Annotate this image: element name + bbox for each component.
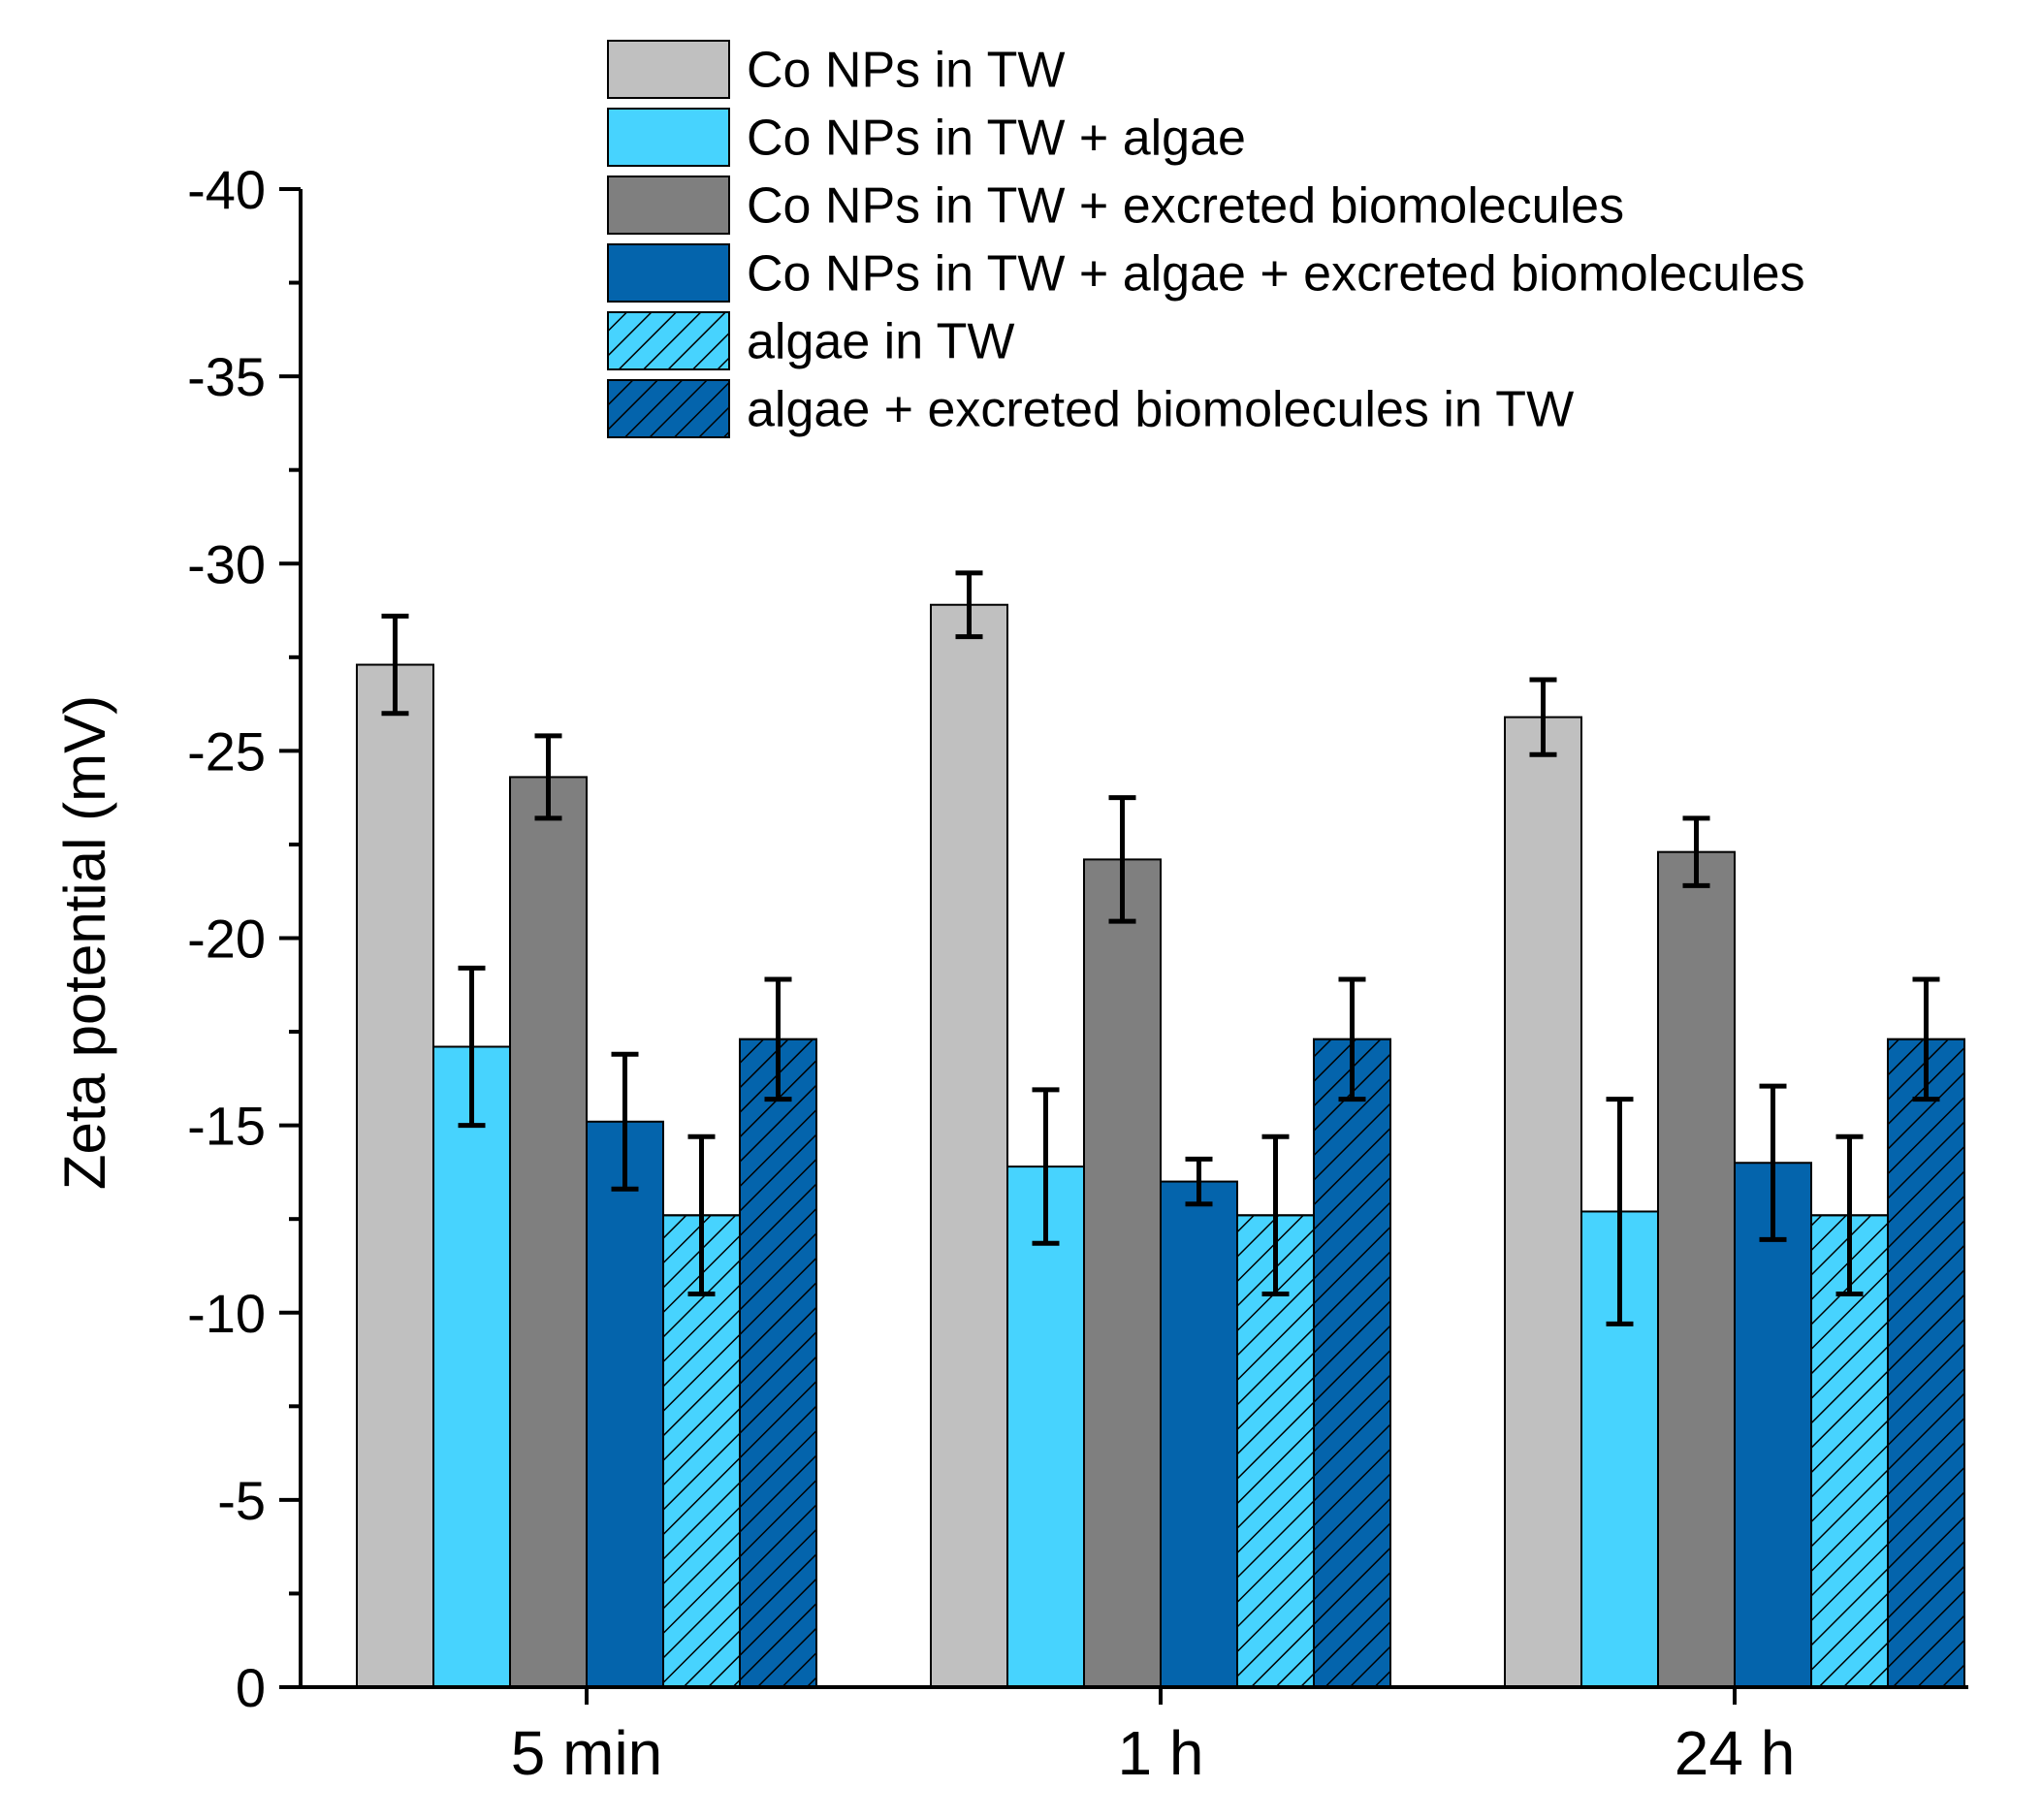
bar-hatch-6-5-min: [739, 1038, 817, 1688]
y-tick-label: -20: [187, 909, 266, 970]
legend-item: Co NPs in TW + excreted biomolecules: [607, 176, 1624, 235]
error-bar-2-24-h: [1606, 1097, 1634, 1326]
legend-swatch: [607, 176, 730, 235]
bar-1-5-min: [356, 663, 434, 1688]
legend-item: Co NPs in TW: [607, 40, 1065, 99]
error-bar-2-5-min: [458, 965, 486, 1129]
legend-label: algae + excreted biomolecules in TW: [747, 382, 1574, 438]
bar-1-24-h: [1504, 716, 1582, 1688]
legend: Co NPs in TW Co NPs in TW + algae Co NPs i…: [607, 40, 1805, 438]
bar-3-24-h: [1657, 850, 1736, 1688]
legend-swatch: [607, 108, 730, 167]
y-tick-label: -5: [217, 1470, 266, 1531]
bar-1-1-h: [930, 603, 1008, 1688]
error-bar-2-1-h: [1032, 1087, 1060, 1246]
error-bar-3-1-h: [1108, 795, 1136, 924]
legend-item: Co NPs in TW + algae + excreted biomolec…: [607, 243, 1805, 303]
legend-item: algae + excreted biomolecules in TW: [607, 379, 1574, 438]
legend-swatch: [607, 40, 730, 99]
error-bar-4-5-min: [611, 1051, 639, 1192]
bar-hatch-6-1-h: [1313, 1038, 1391, 1688]
error-bar-5-5-min: [687, 1134, 716, 1296]
plot-area: 0 -5 -10 -15 -20 -25 -30 -35 -40 5 min 1 h 24 h: [187, 159, 1968, 1788]
y-tick-label: -40: [187, 159, 266, 220]
error-bar-6-24-h: [1912, 976, 1940, 1102]
error-bar-3-24-h: [1682, 815, 1710, 888]
legend-swatch: [607, 243, 730, 303]
legend-label: Co NPs in TW + algae + excreted biomolec…: [747, 246, 1805, 303]
y-tick-label: -15: [187, 1096, 266, 1157]
y-tick-label: 0: [236, 1657, 266, 1718]
axes-layer: 0 -5 -10 -15 -20 -25 -30 -35 -40 5 min 1 h 24 h: [187, 159, 1968, 1788]
bar-hatch-6-24-h: [1887, 1038, 1965, 1688]
legend-swatch-hatch: [607, 311, 730, 370]
legend-label: Co NPs in TW + excreted biomolecules: [747, 178, 1624, 235]
error-bar-1-1-h: [955, 570, 983, 640]
error-bar-1-5-min: [381, 613, 409, 717]
bar-3-1-h: [1083, 858, 1162, 1688]
error-bar-3-5-min: [534, 733, 562, 821]
bars-layer: [356, 603, 1965, 1689]
legend-item: Co NPs in TW + algae: [607, 108, 1246, 167]
legend-item: algae in TW: [607, 311, 1015, 370]
error-bar-6-5-min: [764, 976, 792, 1102]
error-bars-layer: [381, 570, 1940, 1326]
error-bar-6-1-h: [1338, 976, 1366, 1102]
y-tick-label: -10: [187, 1283, 266, 1344]
y-axis-title: Zeta potential (mV): [52, 695, 117, 1190]
bar-3-5-min: [509, 776, 588, 1688]
legend-label: Co NPs in TW + algae: [747, 111, 1246, 167]
y-tick-label: -35: [187, 346, 266, 407]
legend-label: Co NPs in TW: [747, 43, 1065, 99]
y-tick-label: -30: [187, 533, 266, 594]
bar-4-1-h: [1160, 1180, 1238, 1688]
error-bar-1-24-h: [1529, 677, 1557, 757]
legend-swatch-hatch: [607, 379, 730, 438]
x-category-label: 5 min: [511, 1718, 663, 1788]
bar-4-5-min: [586, 1120, 664, 1688]
x-category-label: 1 h: [1118, 1718, 1204, 1788]
error-bar-5-24-h: [1835, 1134, 1864, 1296]
bar-2-5-min: [432, 1045, 511, 1688]
y-tick-label: -25: [187, 720, 266, 782]
error-bar-4-1-h: [1185, 1156, 1213, 1207]
legend-label: algae in TW: [747, 314, 1015, 370]
error-bar-4-24-h: [1759, 1083, 1787, 1242]
error-bar-5-1-h: [1261, 1134, 1290, 1296]
bar-4-24-h: [1734, 1162, 1812, 1688]
x-category-label: 24 h: [1675, 1718, 1796, 1788]
